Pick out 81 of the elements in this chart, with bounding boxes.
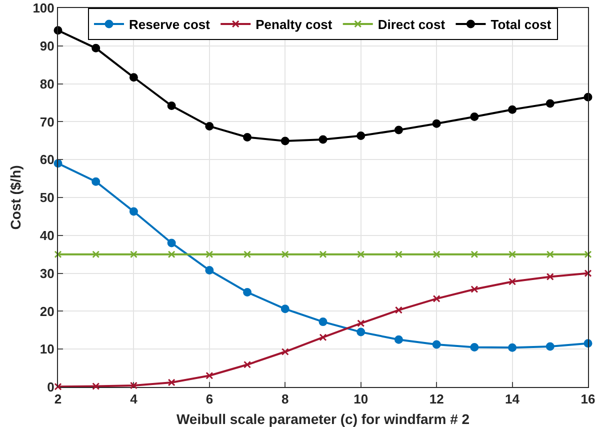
y-tick-label: 10 [40, 342, 54, 357]
y-tick-label: 70 [40, 114, 54, 130]
point [432, 340, 441, 349]
point [508, 278, 516, 286]
y-tick-label: 30 [40, 266, 54, 281]
point [281, 250, 289, 258]
y-tick-label: 80 [40, 76, 54, 92]
point [470, 250, 478, 258]
x-tick-label: 4 [130, 392, 138, 407]
legend-label: Reserve cost [129, 17, 211, 32]
y-tick-label: 20 [40, 304, 54, 319]
y-axis-title: Cost ($/h) [7, 165, 24, 230]
point [92, 44, 100, 52]
point [584, 270, 592, 278]
point [394, 250, 402, 258]
y-tick-label: 90 [40, 38, 54, 54]
point [508, 343, 517, 352]
point [206, 372, 214, 380]
point [92, 177, 100, 186]
point [546, 250, 554, 258]
point [168, 250, 176, 258]
point [168, 378, 176, 386]
point [244, 360, 252, 368]
x-tick-label: 16 [580, 392, 596, 407]
point [318, 135, 328, 144]
point [280, 136, 290, 146]
point [508, 250, 516, 258]
point [394, 306, 402, 314]
point [508, 105, 517, 114]
point [432, 119, 441, 128]
x-tick-label: 12 [429, 392, 444, 407]
point [432, 250, 440, 258]
point [394, 335, 403, 344]
point [281, 348, 289, 356]
point [130, 382, 138, 390]
y-tick-label: 50 [40, 190, 54, 206]
y-tick-label: 100 [32, 0, 54, 16]
x-tick-label: 2 [54, 392, 62, 407]
point [54, 382, 62, 390]
x-axis-title: Weibull scale parameter (c) for windfarm # 2 [176, 411, 470, 427]
point [243, 132, 252, 142]
point [205, 122, 214, 130]
point [167, 102, 176, 110]
y-tick-label: 0 [47, 380, 54, 395]
y-tick-label: 60 [40, 152, 54, 168]
point [167, 238, 176, 248]
point [357, 250, 365, 258]
point [356, 131, 366, 140]
point [92, 250, 100, 258]
point [129, 207, 138, 216]
point [319, 250, 327, 258]
legend-label: Direct cost [378, 17, 446, 32]
x-tick-label: 8 [282, 392, 289, 407]
point [394, 126, 403, 134]
x-tick-label: 14 [505, 392, 520, 407]
point [546, 99, 554, 108]
point [357, 320, 365, 328]
point [54, 250, 62, 258]
point [92, 382, 100, 390]
point [318, 318, 328, 326]
point [243, 288, 252, 296]
point [546, 272, 554, 280]
point [280, 304, 290, 314]
point [584, 250, 592, 258]
point [319, 334, 327, 342]
point [206, 250, 214, 258]
point [470, 285, 478, 293]
y-tick-label: 40 [40, 228, 54, 243]
x-tick-label: 10 [354, 392, 368, 407]
point [129, 73, 138, 82]
legend-label: Penalty cost [256, 17, 333, 32]
point [470, 112, 479, 122]
x-tick-label: 6 [206, 392, 214, 407]
point [470, 342, 479, 352]
point [205, 266, 214, 275]
point [432, 294, 440, 302]
point [356, 328, 366, 336]
legend-label: Total cost [490, 17, 552, 32]
point [244, 250, 252, 258]
point [546, 342, 554, 351]
point [130, 250, 138, 258]
